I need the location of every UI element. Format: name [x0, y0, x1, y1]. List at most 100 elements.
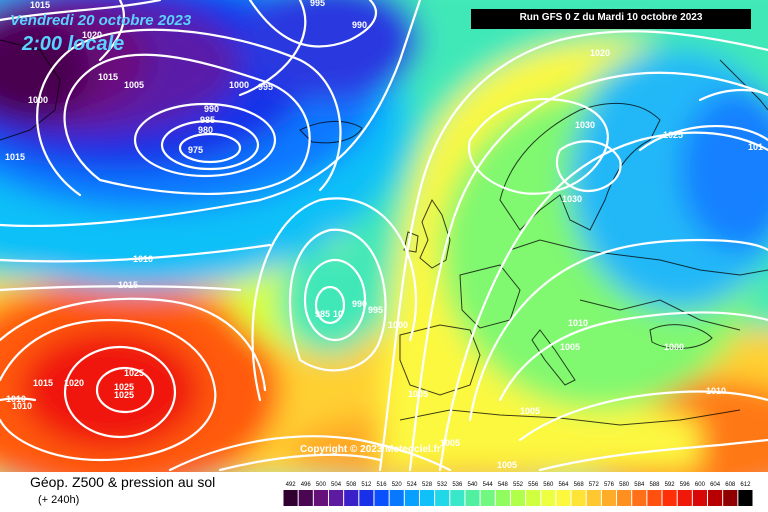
legend-color-swatch	[571, 490, 586, 506]
legend-value-label: 564	[558, 482, 569, 488]
legend-color-swatch	[586, 490, 601, 506]
isobar-label: 995	[310, 0, 325, 8]
isobar-label: 1020	[64, 378, 84, 388]
isobar-label: 995	[258, 82, 273, 92]
forecast-map: 1015 1020 1015 1005 1000 990 985 980 975…	[0, 0, 768, 472]
isobar-label: 1020	[82, 30, 102, 40]
legend-value-label: 532	[437, 482, 448, 488]
isobar-label: 1015	[5, 152, 25, 162]
isobar-label: 985	[200, 115, 215, 125]
legend-color-swatch	[526, 490, 541, 506]
isobar-label: 10	[333, 309, 343, 319]
isobar-label: 1020	[590, 48, 610, 58]
legend-value-label: 500	[316, 482, 327, 488]
legend-value-label: 560	[543, 482, 554, 488]
legend-color-swatch	[435, 490, 450, 506]
isobar-label: 1005	[497, 460, 517, 470]
isobar-label: 1015	[118, 280, 138, 290]
isobar-label: 1005	[520, 406, 540, 416]
isobar-label: 1005	[124, 80, 144, 90]
legend-value-label: 612	[740, 482, 751, 488]
legend-value-label: 548	[498, 482, 509, 488]
legend-value-label: 576	[604, 482, 615, 488]
legend-color-swatch	[359, 490, 374, 506]
legend-value-label: 552	[513, 482, 524, 488]
legend-color-swatch	[419, 490, 435, 506]
legend-value-label: 520	[392, 482, 403, 488]
legend-value-label: 596	[680, 482, 691, 488]
legend-color-swatch	[738, 490, 753, 506]
isobar-label: 1015	[30, 0, 50, 10]
isobar-label: 1025	[114, 390, 134, 400]
run-info: Run GFS 0 Z du Mardi 10 octobre 2023	[519, 12, 703, 23]
isobar-label: 1025	[114, 382, 134, 392]
legend-color-swatch	[510, 490, 526, 506]
isobar-label: 1010	[12, 401, 32, 411]
isobars	[0, 0, 768, 470]
copyright-notice: Copyright © 2023 Meteociel.fr	[300, 444, 441, 455]
legend-color-swatch	[389, 490, 404, 506]
legend-color-swatch	[480, 490, 495, 506]
legend-color-swatch	[298, 490, 313, 506]
isobar-label: 990	[204, 104, 219, 114]
isobar-label: 1015	[33, 378, 53, 388]
legend-value-label: 536	[452, 482, 463, 488]
legend-value-label: 584	[634, 482, 645, 488]
legend-color-swatch	[677, 490, 692, 506]
legend-color-swatch	[374, 490, 389, 506]
legend-color-swatch	[328, 490, 344, 506]
legend-value-label: 588	[649, 482, 660, 488]
legend-value-label: 496	[301, 482, 312, 488]
isobar-label: 1015	[98, 72, 118, 82]
isobar-label: 1030	[575, 120, 595, 130]
legend-color-swatch	[541, 490, 556, 506]
legend-color-swatch	[723, 490, 738, 506]
legend-color-swatch	[662, 490, 677, 506]
legend-value-label: 580	[619, 482, 630, 488]
isobar-label: 1030	[562, 194, 582, 204]
isobar-label: 990	[352, 20, 367, 30]
legend-value-label: 568	[574, 482, 585, 488]
legend-value-label: 544	[483, 482, 494, 488]
isobar-label: 1010	[706, 386, 726, 396]
run-info-box: Run GFS 0 Z du Mardi 10 octobre 2023	[471, 9, 751, 29]
isobar-label: 1005	[440, 438, 460, 448]
isobar-label: 1000	[229, 80, 249, 90]
legend-color-swatch	[450, 490, 465, 506]
legend-color-swatch	[601, 490, 617, 506]
legend-value-label: 512	[361, 482, 372, 488]
legend-color-swatch	[647, 490, 662, 506]
isobar-value-labels: 1015 1020 1015 1005 1000 990 985 980 975…	[5, 0, 763, 470]
lead-time: (+ 240h)	[38, 494, 80, 506]
color-scale-legend: 492 496 500 504 508 512 516 520 524 528 532 536 540 5…	[283, 482, 753, 506]
isobar-label: 1010	[133, 254, 153, 264]
legend-value-label: 572	[589, 482, 600, 488]
isobar-label: 1000	[388, 320, 408, 330]
isobar-label: 975	[188, 145, 203, 155]
isobar-label: 1025	[663, 130, 683, 140]
isobar-label: 990	[352, 299, 367, 309]
isobar-label: 980	[198, 125, 213, 135]
legend-color-swatch	[708, 490, 723, 506]
isobar-label: 1005	[408, 389, 428, 399]
legend-color-swatch	[283, 490, 298, 506]
legend-value-label: 540	[468, 482, 479, 488]
legend-value-label: 604	[710, 482, 721, 488]
legend-color-swatch	[465, 490, 480, 506]
legend-value-label: 516	[377, 482, 388, 488]
legend-color-swatch	[556, 490, 571, 506]
isobar-label: 1025	[124, 368, 144, 378]
isobar-label: 1010	[6, 394, 26, 404]
legend-color-swatch	[632, 490, 647, 506]
legend-color-swatch	[313, 490, 328, 506]
isobar-label: 1010	[568, 318, 588, 328]
forecast-valid-date: Vendredi 20 octobre 2023	[10, 12, 192, 29]
product-title: Géop. Z500 & pression au sol	[30, 474, 216, 490]
legend-value-label: 508	[346, 482, 357, 488]
legend-color-swatch	[344, 490, 359, 506]
legend-value-label: 492	[286, 482, 297, 488]
legend-value-label: 600	[695, 482, 706, 488]
legend-value-label: 504	[331, 482, 342, 488]
isobar-label: 995	[368, 305, 383, 315]
legend-value-label: 524	[407, 482, 418, 488]
